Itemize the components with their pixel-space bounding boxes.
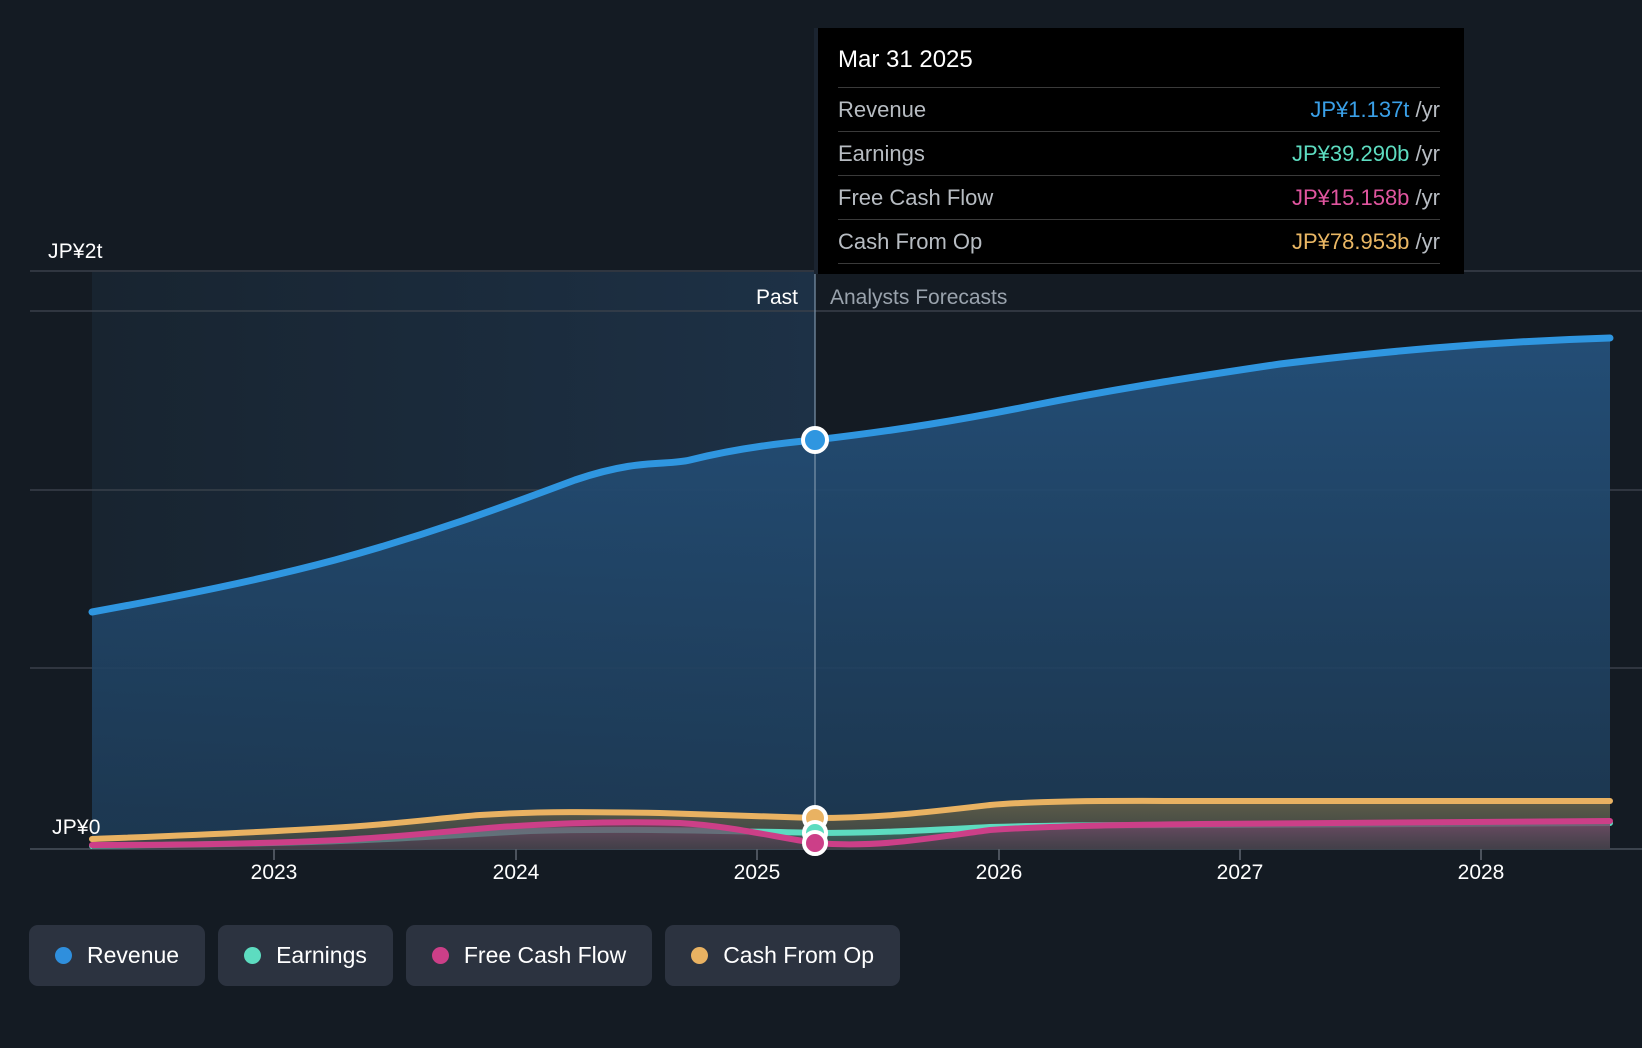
legend-dot-free-cash-flow <box>431 947 449 964</box>
forecast-band-label: Analysts Forecasts <box>830 286 1008 309</box>
tooltip-period-free-cash-flow: /yr <box>1415 185 1440 210</box>
tooltip-label-earnings: Earnings <box>838 141 925 166</box>
x-axis-tick-2026: 2026 <box>975 861 1023 884</box>
tooltip-row-earnings: Earnings JP¥39.290b /yr <box>838 131 1440 176</box>
data-tooltip: Mar 31 2025 Revenue JP¥1.137t /yr Earnin… <box>814 28 1464 274</box>
tooltip-amount-free-cash-flow: JP¥15.158b <box>1291 185 1410 210</box>
tooltip-amount-revenue: JP¥1.137t <box>1310 97 1410 122</box>
legend-dot-cash-from-op <box>691 947 709 964</box>
tooltip-amount-earnings: JP¥39.290b <box>1291 141 1410 166</box>
tooltip-row-cash-from-op: Cash From Op JP¥78.953b /yr <box>838 219 1440 264</box>
tooltip-label-cash-from-op: Cash From Op <box>838 229 983 254</box>
tooltip-label-free-cash-flow: Free Cash Flow <box>838 185 994 210</box>
tooltip-period-cash-from-op: /yr <box>1415 229 1440 254</box>
legend-dot-revenue <box>55 947 72 964</box>
tooltip-row-free-cash-flow: Free Cash Flow JP¥15.158b /yr <box>838 175 1440 220</box>
past-band-label: Past <box>755 286 798 309</box>
legend-label-cash-from-op: Cash From Op <box>723 942 875 968</box>
legend-item-cash-from-op[interactable]: Cash From Op <box>665 925 901 986</box>
legend-label-free-cash-flow: Free Cash Flow <box>463 942 627 968</box>
x-tick-marks <box>273 849 1482 860</box>
chart-legend: Revenue Earnings Free Cash Flow Cash Fro… <box>29 925 901 986</box>
legend-item-free-cash-flow[interactable]: Free Cash Flow <box>405 925 653 986</box>
x-axis-tick-2023: 2023 <box>250 861 298 884</box>
data-point-free-cash-flow[interactable] <box>802 830 828 856</box>
x-axis-tick-2024: 2024 <box>492 861 540 884</box>
legend-label-revenue: Revenue <box>87 942 180 968</box>
series-area-revenue <box>92 338 1610 849</box>
y-axis-label-top: JP¥2t <box>48 240 103 263</box>
legend-item-earnings[interactable]: Earnings <box>218 925 393 986</box>
tooltip-title: Mar 31 2025 <box>838 46 973 73</box>
tooltip-amount-cash-from-op: JP¥78.953b <box>1291 229 1410 254</box>
legend-dot-earnings <box>244 947 262 964</box>
tooltip-row-revenue: Revenue JP¥1.137t /yr <box>838 87 1440 132</box>
data-point-revenue[interactable] <box>801 426 829 454</box>
x-axis-tick-2027: 2027 <box>1216 861 1264 884</box>
x-axis-tick-2025: 2025 <box>733 861 781 884</box>
series-area-free-cash-flow <box>92 821 1610 849</box>
series-line-free-cash-flow <box>89 818 1613 848</box>
series-line-cash-from-op <box>89 797 1613 842</box>
tooltip-period-revenue: /yr <box>1415 97 1440 122</box>
x-axis-tick-2028: 2028 <box>1457 861 1505 884</box>
tooltip-value-earnings: JP¥39.290b /yr <box>1146 132 1440 176</box>
tooltip-period-earnings: /yr <box>1415 141 1440 166</box>
tooltip-value-cash-from-op: JP¥78.953b /yr <box>1146 220 1440 264</box>
legend-item-revenue[interactable]: Revenue <box>29 925 206 986</box>
series-line-revenue <box>88 334 1614 616</box>
legend-label-earnings: Earnings <box>276 942 367 968</box>
y-axis-label-zero: JP¥0 <box>52 816 101 839</box>
tooltip-label-revenue: Revenue <box>838 97 927 122</box>
tooltip-value-free-cash-flow: JP¥15.158b /yr <box>1146 176 1440 220</box>
tooltip-value-revenue: JP¥1.137t /yr <box>1146 88 1440 132</box>
tooltip-table: Revenue JP¥1.137t /yr Earnings JP¥39.290… <box>838 87 1440 264</box>
